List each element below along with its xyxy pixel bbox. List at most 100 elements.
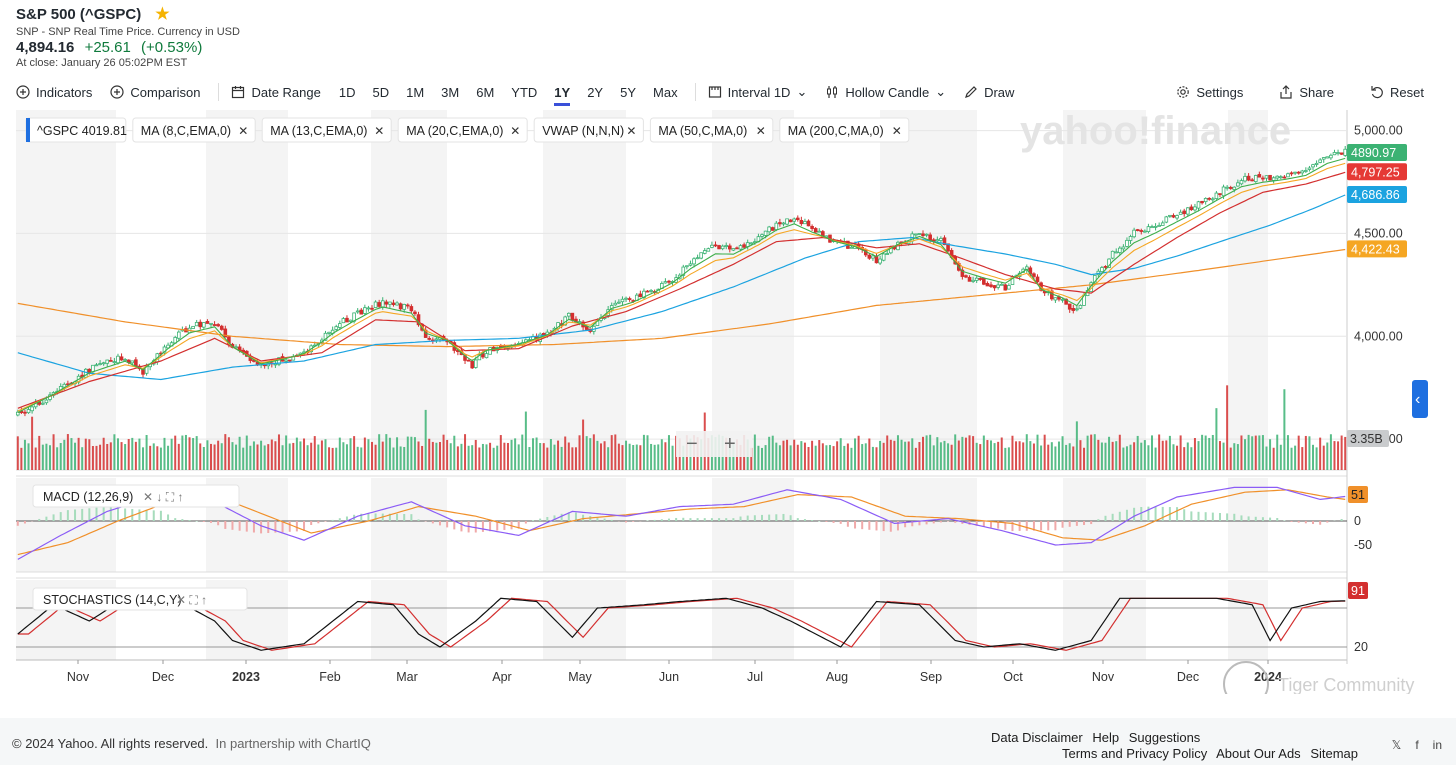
- range-1y[interactable]: 1Y: [554, 84, 571, 106]
- volume-bar: [138, 438, 141, 470]
- candle: [409, 306, 414, 312]
- macd-histogram-bar: [725, 518, 728, 521]
- legend-chip[interactable]: VWAP (N,N,N) ✕: [533, 117, 644, 143]
- month-band: [371, 580, 447, 660]
- candle: [706, 248, 711, 252]
- volume-bar: [184, 434, 187, 470]
- candle: [935, 239, 940, 242]
- macd-histogram-bar: [260, 521, 263, 534]
- range-1m[interactable]: 1M: [406, 84, 425, 100]
- volume-bar: [220, 443, 223, 470]
- x-tick-label: Dec: [1177, 670, 1199, 684]
- candle: [688, 263, 693, 266]
- interval-dropdown[interactable]: Interval 1D ⌄: [708, 84, 807, 100]
- legend-chip[interactable]: MA (20,C,EMA,0) ✕: [397, 117, 528, 143]
- range-max[interactable]: Max: [653, 84, 678, 100]
- range-5d[interactable]: 5D: [372, 84, 390, 100]
- candle: [806, 220, 811, 227]
- suggestions-link[interactable]: Suggestions: [1128, 730, 1201, 745]
- legend-chip[interactable]: MA (50,C,MA,0) ✕: [649, 117, 774, 143]
- macd-histogram-bar: [438, 521, 441, 526]
- macd-histogram-bar: [925, 521, 928, 525]
- range-2y[interactable]: 2Y: [587, 84, 604, 100]
- candle: [473, 359, 478, 368]
- volume-bar: [335, 447, 338, 470]
- macd-histogram-bar: [1111, 513, 1114, 521]
- about-ads-link[interactable]: About Our Ads: [1216, 746, 1301, 761]
- legend-chip[interactable]: MA (200,C,MA,0) ✕: [779, 117, 910, 143]
- macd-histogram-bar: [1047, 521, 1050, 531]
- volume-bar: [496, 445, 499, 470]
- legend-chip[interactable]: MA (8,C,EMA,0) ✕: [132, 117, 256, 143]
- month-band: [1228, 478, 1268, 572]
- volume-bar: [1018, 441, 1021, 470]
- volume-bar: [467, 445, 470, 470]
- candle: [1007, 285, 1011, 290]
- macd-histogram-bar: [59, 512, 62, 521]
- share-button[interactable]: Share: [1279, 85, 1334, 100]
- indicators-button[interactable]: Indicators: [16, 85, 92, 100]
- candle: [1003, 284, 1008, 291]
- candle: [1157, 224, 1161, 227]
- linkedin-icon[interactable]: in: [1432, 738, 1442, 752]
- range-1d[interactable]: 1D: [338, 84, 356, 100]
- volume-bar: [1179, 435, 1182, 470]
- x-icon[interactable]: 𝕏: [1391, 738, 1402, 752]
- volume-bar: [517, 444, 520, 470]
- close-icon: ✕: [756, 124, 766, 138]
- range-6m[interactable]: 6M: [476, 84, 495, 100]
- volume-bar: [914, 447, 917, 470]
- draw-button[interactable]: Draw: [964, 85, 1014, 100]
- volume-bar: [1015, 441, 1018, 470]
- zoom-controls: [676, 431, 752, 457]
- volume-bar: [1276, 434, 1279, 470]
- range-3m[interactable]: 3M: [441, 84, 460, 100]
- volume-bar: [571, 447, 574, 470]
- settings-button[interactable]: Settings: [1176, 85, 1243, 100]
- volume-bar: [260, 440, 263, 470]
- minus-icon[interactable]: −: [686, 433, 698, 455]
- candle: [413, 311, 417, 315]
- volume-bar: [778, 445, 781, 470]
- volume-bar: [252, 441, 255, 470]
- facebook-icon[interactable]: f: [1415, 738, 1419, 752]
- chevron-left-icon[interactable]: ‹: [1415, 391, 1420, 408]
- candle: [194, 321, 199, 327]
- price-chart[interactable]: 5,000.004,500.004,000.003,500.00yahoo!fi…: [0, 104, 1456, 694]
- candle: [1243, 175, 1247, 182]
- macd-histogram-bar: [1040, 521, 1043, 531]
- macd-histogram-bar: [1304, 521, 1307, 524]
- volume-bar: [1301, 447, 1304, 470]
- volume-bar: [485, 444, 488, 470]
- candle: [1307, 167, 1312, 170]
- legend-chip[interactable]: MA (13,C,EMA,0) ✕: [261, 117, 392, 143]
- volume-bar: [1032, 443, 1035, 470]
- macd-histogram-bar: [367, 513, 370, 521]
- terms-link[interactable]: Terms and Privacy Policy: [1062, 746, 1208, 761]
- chart-type-dropdown[interactable]: Hollow Candle ⌄: [825, 84, 946, 100]
- macd-histogram-bar: [1233, 513, 1236, 521]
- range-ytd[interactable]: YTD: [511, 84, 538, 100]
- plus-icon[interactable]: +: [724, 433, 736, 455]
- macd-histogram-bar: [152, 510, 155, 521]
- candle: [1160, 222, 1165, 226]
- candle: [123, 359, 127, 361]
- candle: [971, 279, 975, 282]
- date-range-button[interactable]: Date Range: [231, 85, 321, 100]
- macd-histogram-bar: [1118, 511, 1121, 521]
- data-disclaimer-link[interactable]: Data Disclaimer: [991, 730, 1083, 745]
- pencil-icon: [965, 86, 977, 98]
- legend-chip[interactable]: ^GSPC 4019.81: [25, 117, 127, 143]
- volume-bar: [614, 434, 617, 470]
- volume-bar: [828, 444, 831, 470]
- comparison-button[interactable]: Comparison: [110, 85, 200, 100]
- help-link[interactable]: Help: [1092, 730, 1120, 745]
- candle: [1050, 290, 1054, 300]
- range-5y[interactable]: 5Y: [620, 84, 637, 100]
- star-icon[interactable]: ★: [155, 6, 170, 23]
- macd-histogram-bar: [997, 521, 1000, 529]
- candle: [384, 301, 389, 305]
- reset-button[interactable]: Reset: [1370, 85, 1424, 100]
- volume-bar: [625, 440, 628, 470]
- sitemap-link[interactable]: Sitemap: [1310, 746, 1359, 761]
